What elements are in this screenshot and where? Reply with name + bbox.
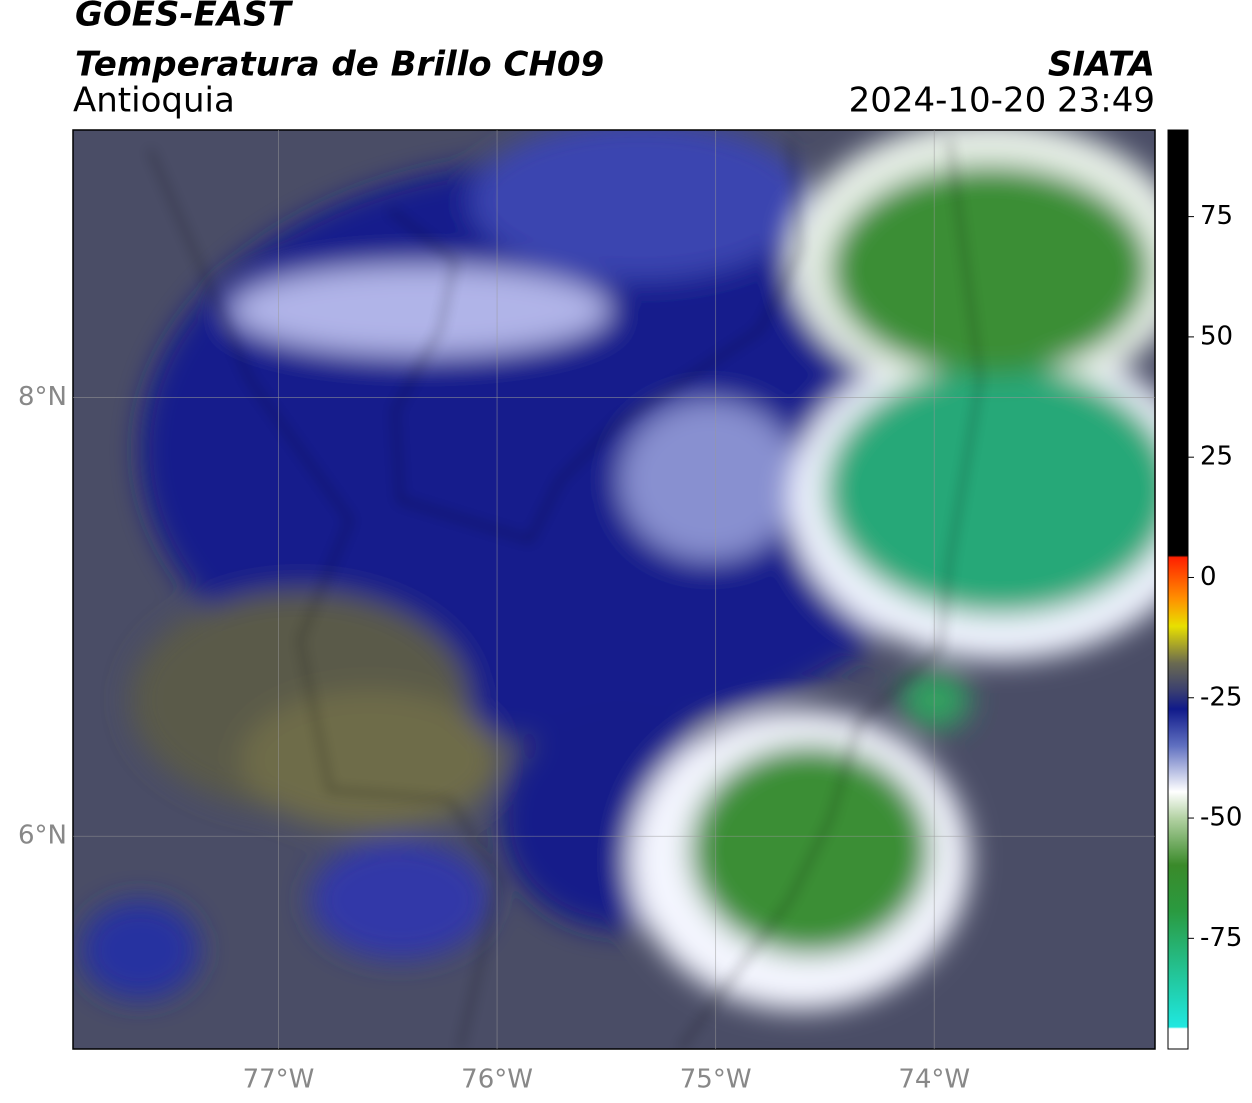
datetime: 2024-10-20 23:49 [849,81,1155,121]
colorbar-tick-label: -50 [1200,803,1242,833]
colorbar-tick-label: 50 [1200,321,1233,351]
lon-tick-label: 75°W [680,1065,752,1095]
map-frame [72,129,1156,1050]
source: SIATA [1048,45,1155,85]
colorbar-tick-label: 75 [1200,201,1233,231]
map-imagery [73,130,1155,1049]
lat-tick-label: 6°N [18,821,67,851]
colorbar-tick-label: -75 [1200,923,1242,953]
lat-tick-label: 8°N [18,382,67,412]
lon-tick-label: 76°W [461,1065,533,1095]
colorbar-tick-label: 25 [1200,442,1233,472]
lon-tick-label: 77°W [243,1065,315,1095]
colorbar-tick-label: 0 [1200,562,1217,592]
colorbar-tick-label: -25 [1200,682,1242,712]
title: GOES-EAST [75,0,294,35]
region: Antioquia [73,81,235,121]
subtitle: Temperatura de Brillo CH09 [75,45,604,85]
colorbar [1167,129,1189,1050]
lon-tick-label: 74°W [898,1065,970,1095]
